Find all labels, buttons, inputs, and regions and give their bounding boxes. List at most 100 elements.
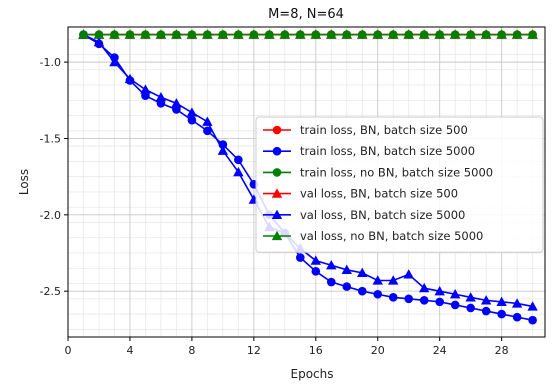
circle-marker bbox=[450, 300, 460, 310]
circle-marker bbox=[203, 126, 212, 136]
triangle-marker bbox=[155, 92, 167, 102]
circle-marker bbox=[326, 277, 336, 287]
triangle-marker bbox=[527, 29, 538, 39]
circle-marker bbox=[388, 292, 398, 302]
legend-entry: train loss, no BN, batch size 5000 bbox=[263, 165, 493, 179]
triangle-marker bbox=[171, 98, 182, 108]
triangle-marker bbox=[295, 29, 306, 39]
circle-marker bbox=[272, 168, 282, 177]
x-tick-label: 0 bbox=[65, 344, 72, 357]
triangle-marker bbox=[326, 260, 337, 270]
triangle-marker bbox=[372, 275, 383, 285]
legend-label: train loss, BN, batch size 500 bbox=[300, 123, 468, 137]
circle-marker bbox=[435, 297, 444, 307]
x-tick-label: 8 bbox=[188, 344, 195, 357]
triangle-marker bbox=[403, 29, 414, 39]
circle-marker bbox=[497, 309, 506, 319]
triangle-marker bbox=[480, 29, 492, 39]
triangle-marker bbox=[248, 29, 260, 39]
triangle-marker bbox=[78, 29, 89, 39]
triangle-marker bbox=[124, 29, 136, 39]
triangle-marker bbox=[186, 29, 198, 39]
triangle-marker bbox=[140, 29, 151, 39]
triangle-marker bbox=[271, 188, 283, 198]
legend-entry: val loss, no BN, batch size 5000 bbox=[263, 229, 483, 243]
circle-marker bbox=[373, 289, 383, 299]
triangle-marker bbox=[264, 29, 275, 39]
axis-ticks: 0 4 8 12 16 20 24 28 -2.5 -2.0 -1.5 -1.0 bbox=[40, 56, 509, 357]
legend-entry: train loss, BN, batch size 5000 bbox=[263, 144, 475, 158]
triangle-marker bbox=[341, 264, 352, 274]
triangle-marker bbox=[357, 29, 368, 39]
triangle-marker bbox=[434, 29, 445, 39]
legend-label: val loss, BN, batch size 5000 bbox=[300, 208, 465, 222]
triangle-marker bbox=[372, 29, 383, 39]
circle-marker bbox=[342, 282, 352, 291]
circle-marker bbox=[404, 294, 414, 304]
triangle-marker bbox=[233, 29, 244, 39]
circle-marker bbox=[512, 312, 522, 322]
triangle-marker bbox=[155, 29, 167, 39]
legend-box bbox=[255, 116, 544, 253]
y-axis-label: Loss bbox=[17, 169, 31, 195]
triangle-marker bbox=[496, 29, 507, 39]
triangle-marker bbox=[449, 289, 461, 299]
legend: train loss, BN, batch size 500 train loss… bbox=[255, 116, 544, 253]
circle-marker bbox=[272, 125, 282, 135]
triangle-marker bbox=[109, 56, 120, 67]
legend-entry: train loss, BN, batch size 500 bbox=[263, 123, 468, 137]
chart-title: M=8, N=64 bbox=[268, 7, 344, 22]
circle-marker bbox=[466, 303, 475, 313]
x-tick-label: 24 bbox=[433, 344, 447, 357]
triangle-marker bbox=[388, 29, 399, 39]
triangle-marker bbox=[496, 296, 507, 307]
circle-marker bbox=[311, 267, 321, 276]
circle-marker bbox=[187, 115, 197, 125]
triangle-marker bbox=[271, 230, 283, 241]
legend-label: val loss, BN, batch size 500 bbox=[300, 187, 458, 201]
triangle-marker bbox=[419, 29, 430, 39]
triangle-marker bbox=[310, 29, 321, 39]
x-tick-label: 20 bbox=[371, 344, 385, 357]
legend-label: train loss, BN, batch size 5000 bbox=[300, 144, 475, 158]
triangle-marker bbox=[511, 298, 523, 308]
circle-marker bbox=[296, 253, 305, 262]
circle-marker bbox=[234, 155, 243, 165]
triangle-marker bbox=[109, 29, 120, 39]
triangle-marker bbox=[93, 29, 105, 39]
legend-entry: val loss, BN, batch size 500 bbox=[263, 187, 458, 201]
triangle-marker bbox=[202, 116, 213, 126]
triangle-marker bbox=[217, 29, 229, 39]
triangle-marker bbox=[403, 269, 414, 279]
triangle-marker bbox=[388, 275, 399, 285]
legend-label: val loss, no BN, batch size 5000 bbox=[300, 229, 483, 243]
triangle-marker bbox=[357, 267, 368, 278]
triangle-marker bbox=[465, 292, 476, 302]
y-tick-label: -2.0 bbox=[40, 209, 61, 222]
triangle-marker bbox=[511, 29, 523, 39]
triangle-marker bbox=[326, 29, 337, 39]
x-tick-label: 28 bbox=[495, 344, 509, 357]
series-6 bbox=[78, 29, 538, 39]
circle-marker bbox=[357, 286, 367, 296]
x-tick-label: 4 bbox=[126, 344, 133, 357]
x-tick-label: 16 bbox=[309, 344, 323, 357]
triangle-marker bbox=[140, 84, 151, 94]
legend-label: train loss, no BN, batch size 5000 bbox=[300, 165, 493, 179]
series-lines bbox=[78, 29, 538, 325]
triangle-marker bbox=[419, 282, 430, 293]
circle-marker bbox=[481, 306, 491, 316]
y-tick-label: -2.5 bbox=[40, 285, 61, 298]
triangle-marker bbox=[527, 301, 538, 311]
circle-marker bbox=[419, 296, 429, 305]
y-tick-label: -1.0 bbox=[40, 56, 61, 69]
triangle-marker bbox=[279, 29, 291, 39]
y-tick-label: -1.5 bbox=[40, 132, 61, 145]
triangle-marker bbox=[271, 209, 283, 219]
triangle-marker bbox=[186, 107, 198, 117]
triangle-marker bbox=[465, 29, 476, 39]
triangle-marker bbox=[202, 29, 213, 39]
plot-frame bbox=[67, 26, 546, 338]
x-tick-label: 12 bbox=[247, 344, 261, 357]
triangle-marker bbox=[124, 73, 136, 84]
